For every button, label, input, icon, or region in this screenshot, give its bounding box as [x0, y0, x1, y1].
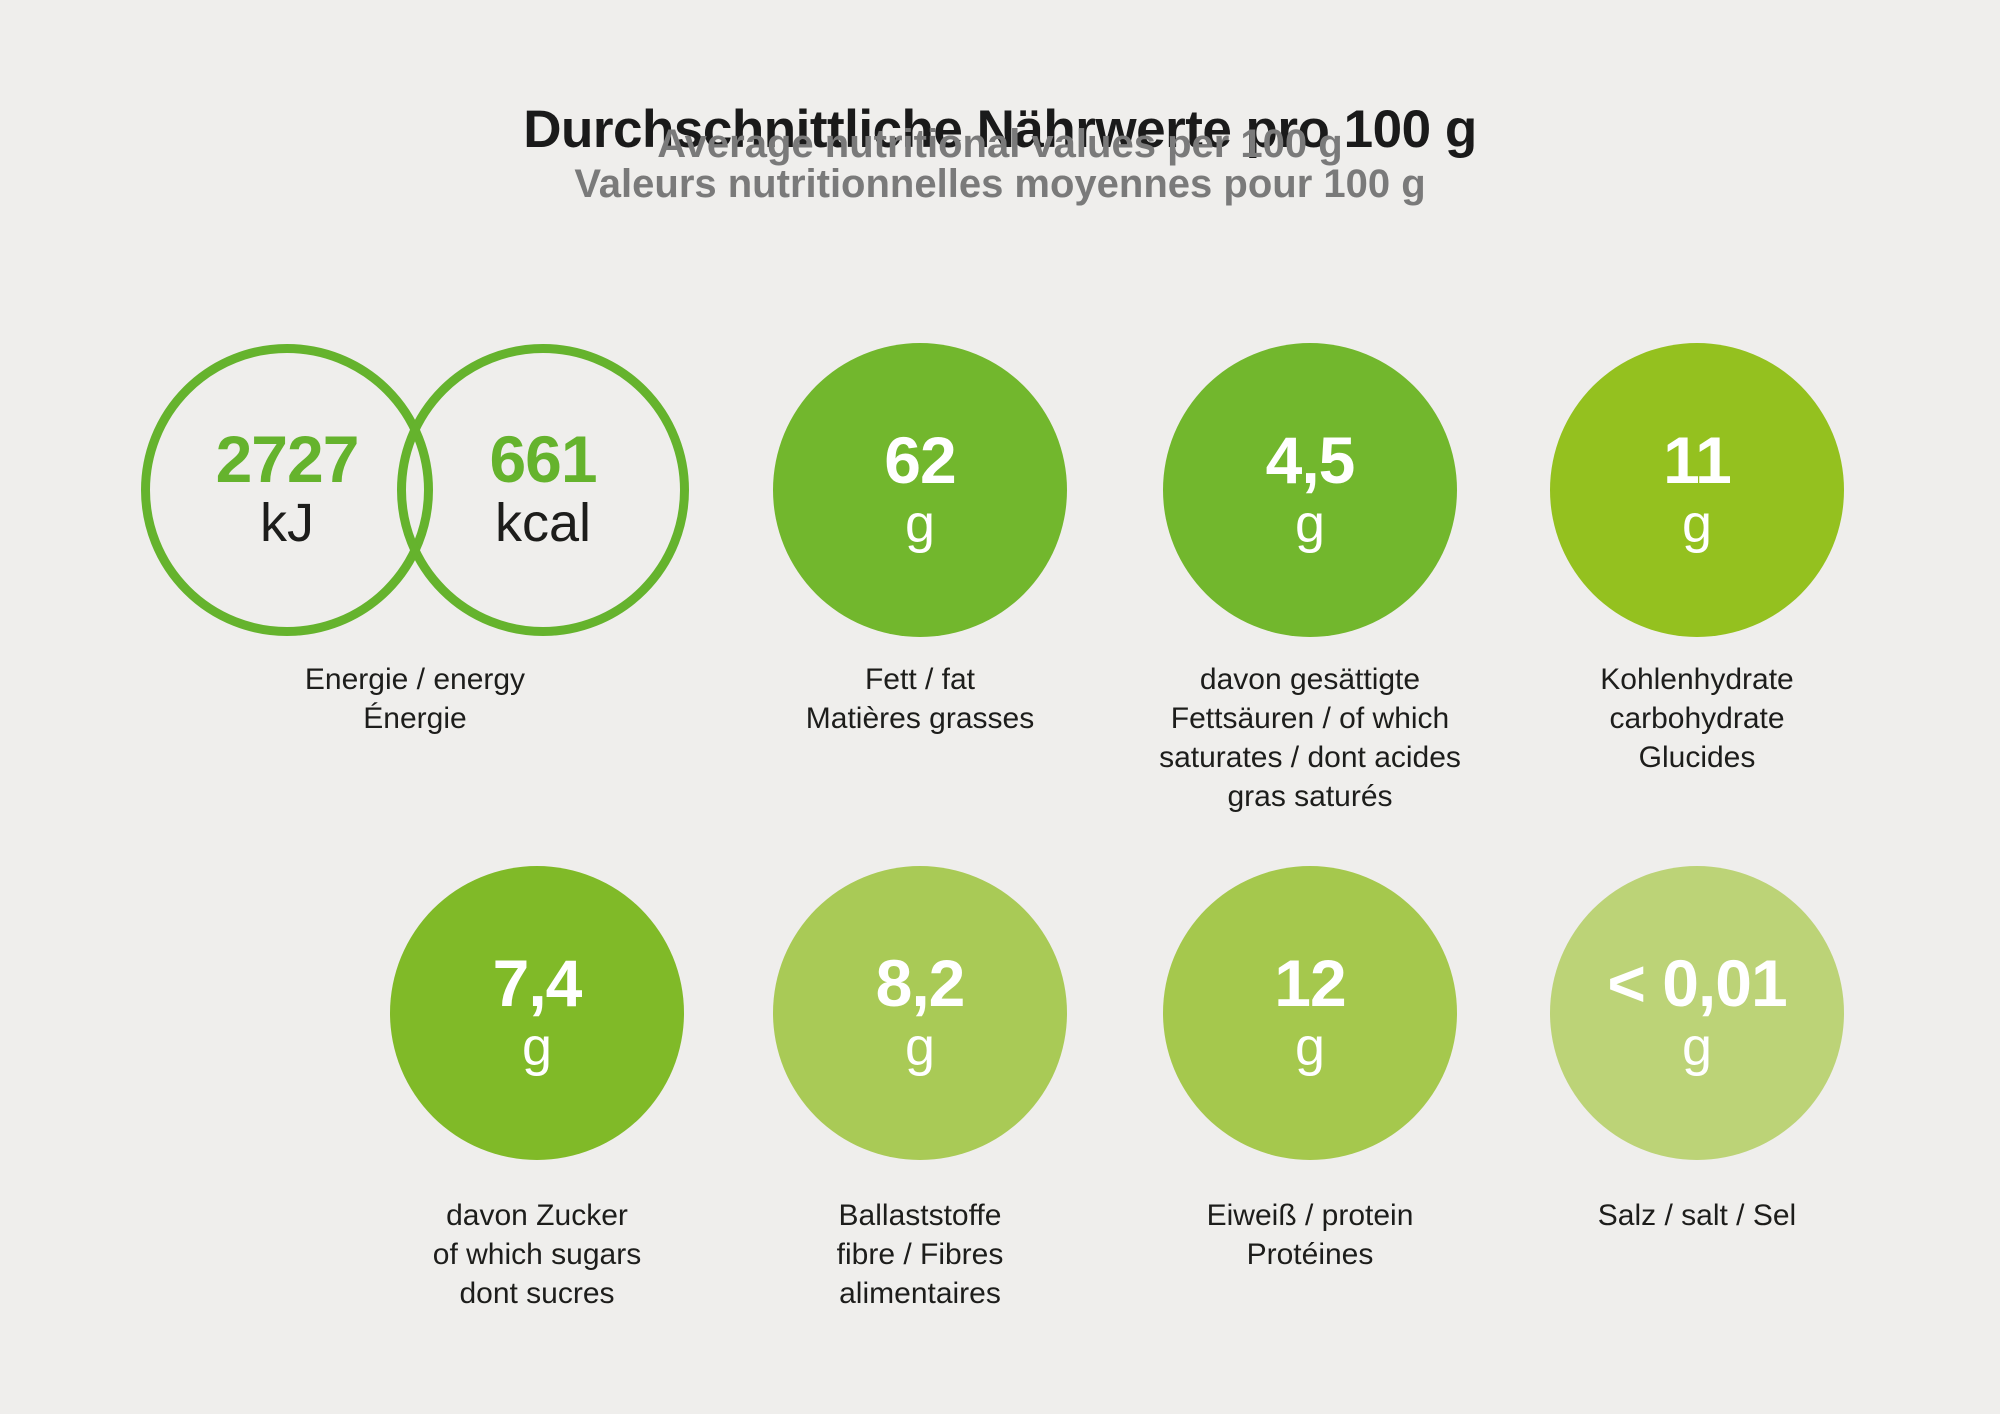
protein-label: Eiweiß / protein Protéines — [1080, 1196, 1540, 1274]
fat-label: Fett / fat Matières grasses — [690, 660, 1150, 738]
label-line: davon Zucker — [446, 1199, 628, 1232]
label-line: Glucides — [1638, 741, 1756, 774]
saturates-value: 4,5 — [1265, 423, 1356, 497]
fat-circle: 62 g — [773, 343, 1067, 637]
protein-circle: 12 g — [1163, 866, 1457, 1160]
label-line: saturates / dont acides — [1159, 741, 1461, 774]
salt-circle: < 0,01 g — [1550, 866, 1844, 1160]
label-line: Fett / fat — [864, 663, 976, 696]
protein-unit: g — [1294, 1017, 1326, 1077]
energy-kj-unit: kJ — [260, 493, 314, 553]
fibre-circle: 8,2 g — [773, 866, 1067, 1160]
salt-unit: g — [1681, 1017, 1713, 1077]
label-line: of which sugars — [432, 1238, 642, 1271]
energy-kcal-unit: kcal — [494, 493, 592, 553]
label-line: Matières grasses — [805, 702, 1035, 735]
label-line: gras saturés — [1227, 780, 1393, 813]
sugars-unit: g — [521, 1017, 553, 1077]
fat-value: 62 — [884, 423, 956, 497]
label-line: Energie / energy — [304, 663, 526, 696]
energy-kcal-ring: 661 kcal — [397, 344, 689, 636]
fat-unit: g — [904, 494, 936, 554]
subtitle-english: Average nutritional values per 100 g — [657, 122, 1343, 166]
label-line: Fettsäuren / of which — [1170, 702, 1450, 735]
fibre-label: Ballaststoffe fibre / Fibres alimentaire… — [690, 1196, 1150, 1313]
label-line: Ballaststoffe — [838, 1199, 1002, 1232]
saturates-unit: g — [1294, 494, 1326, 554]
sugars-label: davon Zucker of which sugars dont sucres — [307, 1196, 767, 1313]
energy-kj-value: 2727 — [215, 422, 360, 496]
label-line: Protéines — [1246, 1238, 1374, 1271]
saturates-circle: 4,5 g — [1163, 343, 1457, 637]
fibre-value: 8,2 — [875, 946, 966, 1020]
fibre-unit: g — [904, 1017, 936, 1077]
energy-label: Energie / energy Énergie — [185, 660, 645, 738]
energy-kcal-value: 661 — [489, 422, 597, 496]
carbohydrate-unit: g — [1681, 494, 1713, 554]
label-line: Kohlenhydrate — [1600, 663, 1794, 696]
label-line: carbohydrate — [1609, 702, 1785, 735]
carbohydrate-value: 11 — [1663, 423, 1732, 497]
salt-value: < 0,01 — [1607, 946, 1787, 1020]
subtitle-french: Valeurs nutritionnelles moyennes pour 10… — [574, 162, 1426, 206]
saturates-label: davon gesättigte Fettsäuren / of which s… — [1080, 660, 1540, 816]
label-line: Énergie — [363, 702, 467, 735]
protein-value: 12 — [1274, 946, 1346, 1020]
page-title: Durchschnittliche Nährwerte pro 100 g — [523, 99, 1477, 159]
label-line: fibre / Fibres — [836, 1238, 1004, 1271]
energy-kj-ring: 2727 kJ — [141, 344, 433, 636]
label-line: davon gesättigte — [1199, 663, 1421, 696]
carbohydrate-label: Kohlenhydrate carbohydrate Glucides — [1467, 660, 1927, 777]
label-line: alimentaires — [839, 1277, 1001, 1310]
salt-label: Salz / salt / Sel — [1467, 1196, 1927, 1235]
sugars-value: 7,4 — [492, 946, 583, 1020]
carbohydrate-circle: 11 g — [1550, 343, 1844, 637]
label-line: Salz / salt / Sel — [1597, 1199, 1797, 1232]
sugars-circle: 7,4 g — [390, 866, 684, 1160]
label-line: Eiweiß / protein — [1206, 1199, 1414, 1232]
label-line: dont sucres — [459, 1277, 615, 1310]
